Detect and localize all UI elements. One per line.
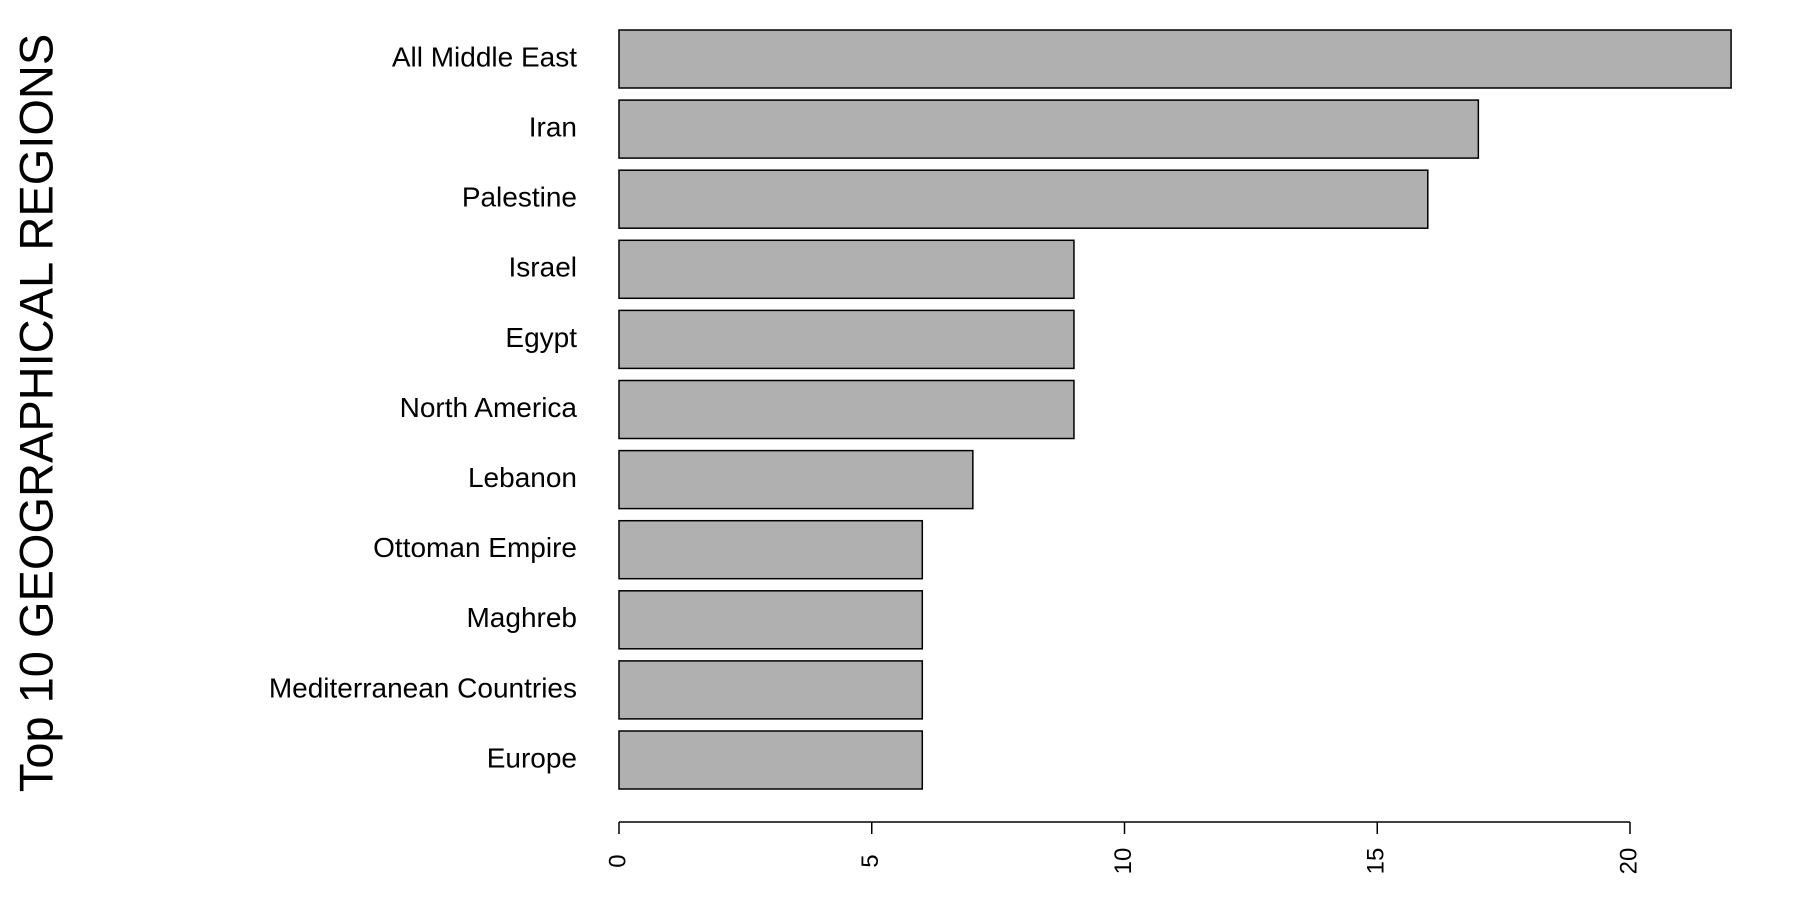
bar (618, 449, 974, 510)
x-tick-label: 20 (1615, 848, 1642, 875)
category-label: Ottoman Empire (373, 532, 577, 563)
category-label: Iran (529, 111, 577, 142)
bar (618, 169, 1429, 229)
category-label: All Middle East (392, 41, 577, 72)
bar (618, 99, 1480, 159)
bar (618, 379, 1075, 440)
category-label: Israel (509, 252, 577, 283)
bar (618, 519, 924, 580)
bar (618, 660, 924, 720)
category-label: Mediterranean Countries (269, 672, 577, 703)
bar (618, 730, 924, 790)
bar (618, 239, 1075, 300)
bar (618, 309, 1075, 370)
category-label: Maghreb (466, 602, 577, 633)
x-tick-label: 5 (857, 854, 884, 867)
x-tick-label: 0 (604, 854, 631, 867)
chart-title: Top 10 GEOGRAPHICAL REGIONS (9, 34, 62, 792)
x-tick-label: 15 (1363, 848, 1390, 875)
category-label: Lebanon (468, 462, 577, 493)
category-label: North America (400, 392, 578, 423)
category-label: Europe (487, 742, 577, 773)
x-tick-label: 10 (1110, 848, 1137, 875)
bar (618, 29, 1732, 89)
bar (618, 590, 924, 650)
category-label: Egypt (505, 322, 577, 353)
category-label: Palestine (462, 182, 577, 213)
